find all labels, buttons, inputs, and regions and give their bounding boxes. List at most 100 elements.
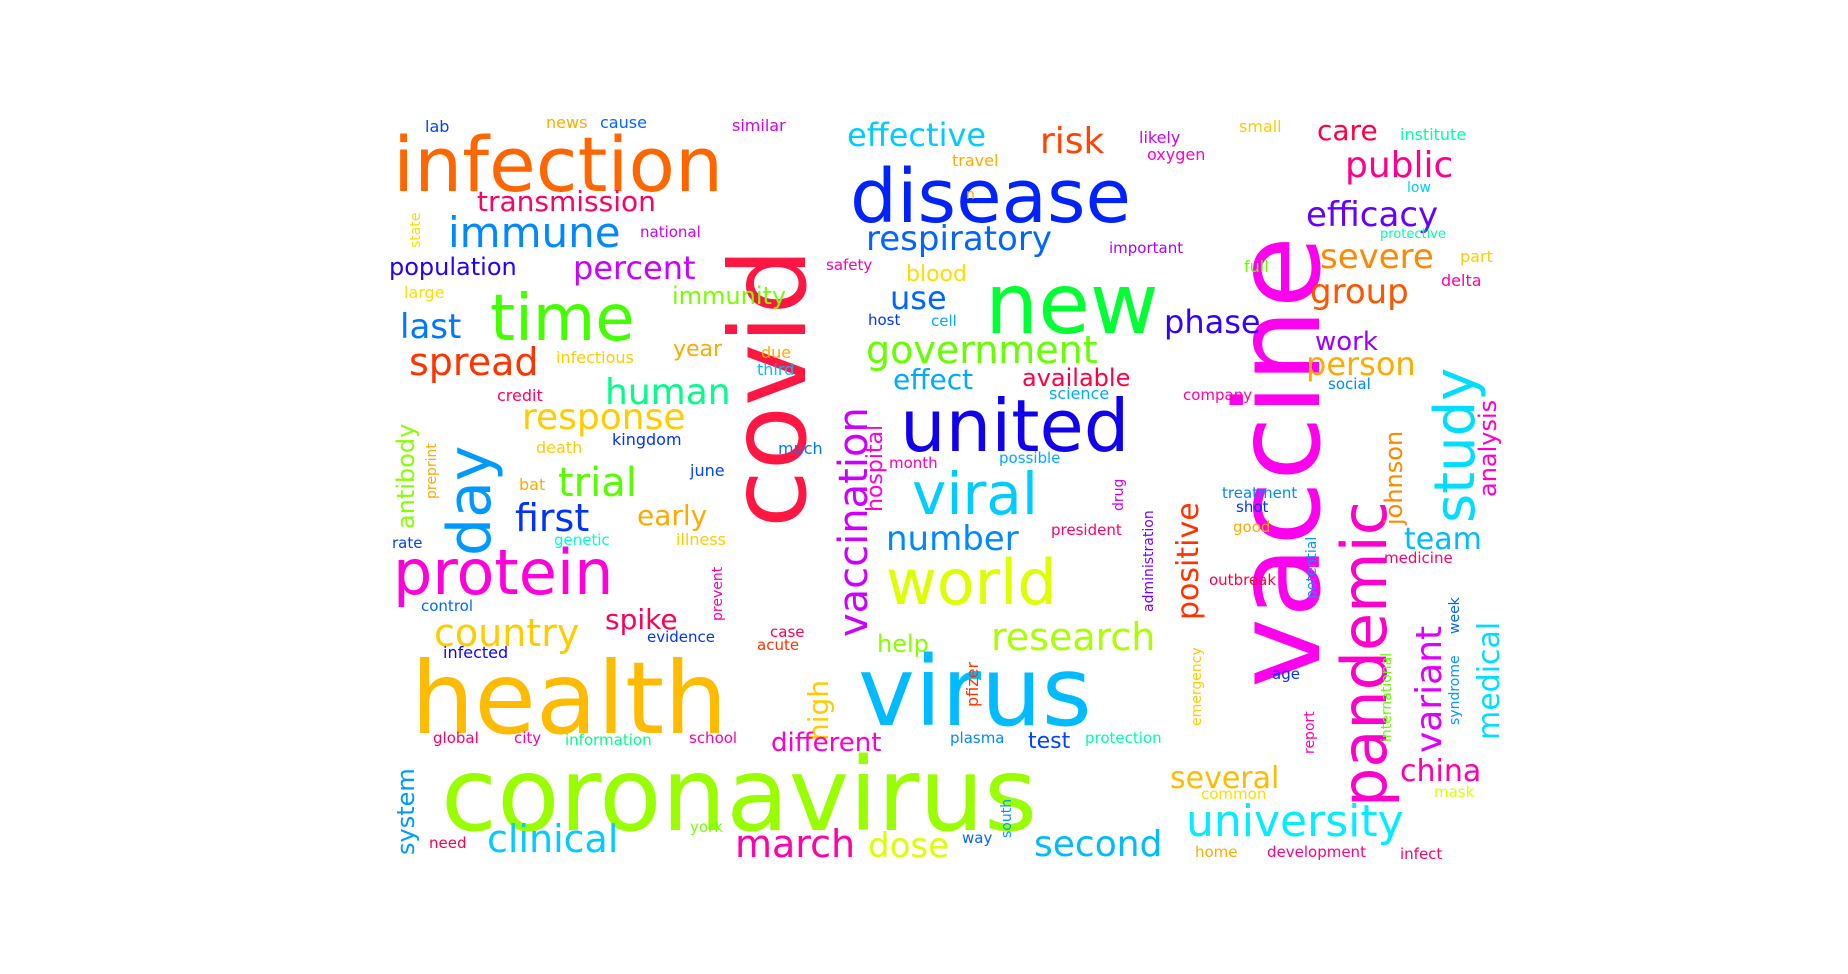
word-week: week [1447, 597, 1463, 634]
word-world: world [886, 546, 1057, 619]
word-potential: potential [1304, 536, 1320, 599]
word-similar: similar [732, 116, 786, 135]
word-cell: cell [931, 312, 957, 330]
word-hospital: hospital [863, 424, 888, 512]
word-different: different [771, 728, 882, 758]
word-last: last [400, 307, 462, 347]
word-delta: delta [1441, 271, 1482, 290]
word-positive: positive [1171, 502, 1206, 620]
word-shot: shot [1236, 498, 1269, 516]
word-mask: mask [1434, 783, 1475, 801]
word-available: available [1022, 364, 1131, 392]
word-human: human [605, 372, 731, 413]
word-effect: effect [893, 363, 974, 396]
word-possible: possible [999, 449, 1061, 467]
word-city: city [514, 729, 542, 747]
word-protective: protective [1380, 227, 1446, 242]
word-spread: spread [409, 340, 539, 384]
word-social: social [1328, 375, 1371, 393]
word-much: much [778, 439, 823, 458]
word-united: united [900, 384, 1130, 468]
word-number: number [886, 519, 1019, 559]
word-medical: medical [1472, 621, 1507, 740]
word-variant: variant [1409, 625, 1450, 753]
word-immunity: immunity [672, 282, 787, 310]
word-phase: phase [1164, 303, 1261, 341]
word-viral: viral [912, 460, 1038, 528]
word-control: control [421, 597, 473, 615]
word-travel: travel [952, 151, 999, 170]
word-infected: infected [443, 643, 509, 662]
word-first: first [515, 496, 590, 540]
word-new: new [985, 255, 1159, 353]
word-group: group [1310, 272, 1409, 312]
word-efficacy: efficacy [1306, 195, 1439, 235]
word-help: help [877, 630, 929, 658]
word-kingdom: kingdom [612, 430, 682, 449]
word-report: report [1302, 711, 1318, 754]
word-transmission: transmission [477, 185, 656, 218]
word-institute: institute [1400, 125, 1467, 144]
word-protein: protein [393, 536, 614, 609]
word-low: low [1407, 180, 1431, 196]
word-state: state [408, 212, 424, 248]
word-oxygen: oxygen [1147, 145, 1206, 164]
word-large: large [404, 283, 445, 302]
word-acute: acute [757, 636, 800, 654]
word-spike: spike [605, 603, 678, 636]
word-important: important [1109, 239, 1184, 257]
word-drug: drug [1111, 478, 1127, 511]
word-likely: likely [1139, 128, 1181, 147]
word-illness: illness [676, 530, 726, 549]
word-rate: rate [392, 534, 423, 552]
word-preprint: preprint [424, 443, 440, 499]
word-lab: lab [425, 117, 450, 136]
word-infect: infect [1400, 845, 1443, 863]
word-country: country [434, 611, 580, 655]
word-small: small [1239, 117, 1282, 136]
word-coronavirus: coronavirus [441, 736, 1038, 855]
word-risk: risk [1040, 121, 1105, 162]
word-china: china [1400, 754, 1482, 789]
word-antibody: antibody [392, 423, 420, 529]
word-president: president [1051, 521, 1122, 539]
word-syndrome: syndrome [1447, 655, 1463, 725]
word-day: day [435, 445, 505, 556]
word-severe: severe [1320, 237, 1434, 277]
word-percent: percent [573, 249, 696, 287]
word-common: common [1201, 785, 1267, 803]
word-second: second [1034, 824, 1163, 865]
word-full: full [1244, 257, 1269, 276]
word-care: care [1317, 114, 1378, 147]
word-evidence: evidence [647, 628, 716, 646]
word-development: development [1267, 843, 1366, 861]
word-system: system [392, 768, 420, 855]
word-month: month [889, 454, 938, 472]
word-immune: immune [448, 208, 621, 257]
word-infectious: infectious [556, 348, 634, 367]
word-university: university [1186, 796, 1404, 847]
word-global: global [433, 729, 479, 747]
word-safety: safety [826, 256, 873, 274]
word-population: population [389, 253, 517, 281]
word-team: team [1404, 522, 1482, 557]
word-administration: administration [1141, 510, 1157, 612]
word-national: national [640, 223, 701, 241]
word-south: south [999, 798, 1015, 838]
word-dose: dose [868, 826, 950, 866]
word-june: june [690, 461, 725, 480]
word-n: n [966, 187, 975, 203]
word-school: school [689, 729, 738, 747]
word-plasma: plasma [950, 729, 1005, 747]
word-outbreak: outbreak [1209, 571, 1277, 589]
word-early: early [637, 499, 708, 532]
word-research: research [991, 615, 1156, 659]
word-cause: cause [600, 113, 647, 132]
word-protection: protection [1085, 729, 1162, 747]
word-march: march [735, 822, 856, 866]
word-credit: credit [497, 386, 543, 405]
word-respiratory: respiratory [866, 219, 1052, 259]
word-effective: effective [847, 116, 987, 154]
word-case: case [770, 623, 805, 641]
